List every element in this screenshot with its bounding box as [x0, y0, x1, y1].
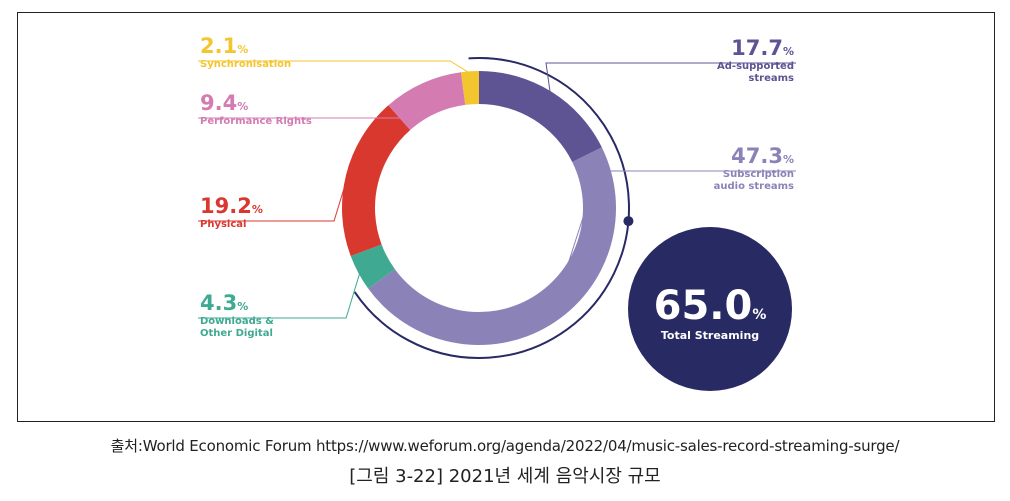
category-label-subscription-audio-streams: audio streams: [714, 181, 794, 192]
category-label-synchronisation: Synchronisation: [200, 59, 291, 70]
connector-downloads-other-digital: [198, 271, 361, 319]
value-label-physical: 19.2%: [200, 194, 263, 218]
category-label-ad-supported-streams: Ad-supported: [717, 61, 794, 72]
value-label-downloads-other-digital: 4.3%: [200, 291, 248, 315]
value-label-synchronisation: 2.1%: [200, 34, 248, 58]
connector-subscription-audio-streams: [548, 170, 796, 324]
category-label-ad-supported-streams: streams: [748, 73, 794, 84]
connector-synchronisation: [198, 60, 471, 74]
slice-physical: [342, 105, 411, 257]
category-label-performance-rights: Performance Rights: [200, 116, 312, 127]
category-label-subscription-audio-streams: Subscription: [723, 169, 794, 180]
total-streaming-circle: [628, 227, 792, 391]
category-label-downloads-other-digital: Other Digital: [200, 328, 273, 339]
value-label-ad-supported-streams: 17.7%: [731, 36, 794, 60]
streaming-bracket-arc: [353, 57, 630, 359]
slice-performance-rights: [388, 72, 466, 130]
category-label-downloads-other-digital: Downloads &: [200, 316, 274, 327]
connector-ad-supported-streams: [545, 62, 796, 94]
value-label-subscription-audio-streams: 47.3%: [731, 144, 794, 168]
figure-caption: [그림 3-22] 2021년 세계 음악시장 규모: [349, 466, 661, 487]
value-label-performance-rights: 9.4%: [200, 91, 248, 115]
source-note: 출처:World Economic Forum https://www.wefo…: [110, 437, 900, 455]
total-streaming-value: 65.0%: [654, 283, 767, 329]
category-label-physical: Physical: [200, 219, 246, 230]
total-streaming-label: Total Streaming: [661, 329, 759, 342]
connector-physical: [198, 175, 349, 222]
slice-downloads-other-digital: [350, 244, 395, 289]
slice-ad-supported-streams: [479, 71, 602, 162]
figure-frame: 17.7% Ad-supported streams 47.3% Subscriptio…: [17, 12, 995, 422]
slice-subscription-audio-streams: [368, 147, 617, 346]
slice-synchronisation: [460, 71, 479, 105]
connector-performance-rights: [198, 84, 424, 119]
